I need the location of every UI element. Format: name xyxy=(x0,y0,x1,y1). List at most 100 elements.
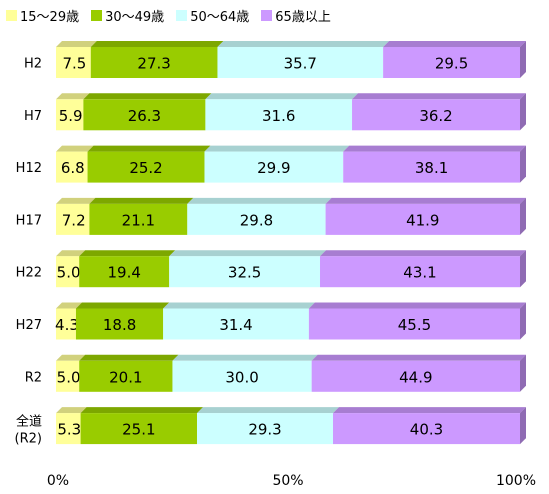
legend-item: 30～49歳 xyxy=(91,6,164,25)
bar-segment xyxy=(79,256,170,288)
bar-segment-top xyxy=(163,302,315,309)
bar-segment xyxy=(217,47,384,78)
bar-segment xyxy=(197,413,334,445)
data-label: 5.9 xyxy=(59,107,83,125)
data-label: 30.0 xyxy=(225,368,258,386)
bar-segment-top xyxy=(80,407,204,414)
data-label: 40.3 xyxy=(410,421,443,439)
data-label: 6.8 xyxy=(61,159,85,177)
bar-segment xyxy=(56,151,88,183)
data-label: 7.2 xyxy=(62,211,86,229)
data-label: 41.9 xyxy=(406,211,439,229)
category-label: H2 xyxy=(24,57,42,72)
bar-side xyxy=(520,250,526,288)
bar-segment-top xyxy=(217,41,390,47)
bar-segment xyxy=(79,360,173,392)
legend-label: 15～29歳 xyxy=(20,9,80,25)
data-label: 27.3 xyxy=(137,55,170,73)
bar-side xyxy=(520,197,526,235)
data-label: 29.5 xyxy=(435,55,468,73)
bar-segment xyxy=(163,308,309,340)
bar-segment xyxy=(325,203,520,235)
data-label: 29.9 xyxy=(257,159,290,177)
legend-swatch xyxy=(6,9,17,21)
legend-swatch xyxy=(261,9,273,21)
bar-side xyxy=(520,41,526,78)
bar-segment-top xyxy=(205,93,359,100)
bar-segment xyxy=(56,256,80,288)
data-label: 29.8 xyxy=(240,211,273,229)
x-tick-label: 50% xyxy=(272,473,303,489)
legend-label: 65歳以上 xyxy=(275,9,331,25)
bar-side xyxy=(520,145,526,183)
bar-segment-top xyxy=(56,250,86,257)
bar-side xyxy=(520,93,526,131)
bar-row: H12 6.8 25.2 29.9 38.1 xyxy=(16,145,526,183)
category-label: (R2) xyxy=(15,432,42,447)
bar-segment xyxy=(311,360,520,392)
bar-segment xyxy=(333,413,520,445)
data-label: 5.0 xyxy=(57,264,81,282)
bar-segment xyxy=(80,413,198,445)
bar-segment xyxy=(172,360,312,392)
bar-segment xyxy=(75,308,164,340)
bar-segment xyxy=(320,256,520,288)
data-label: 31.6 xyxy=(262,107,295,125)
legend-swatch xyxy=(91,9,103,21)
bar-segment-top xyxy=(56,145,94,152)
bar-segment xyxy=(56,203,90,235)
bar-segment-top xyxy=(172,354,318,361)
bar-side xyxy=(520,407,526,445)
chart-legend: 15～29歳 30～49歳 50～64歳 65歳以上 xyxy=(6,2,343,28)
bar-segment xyxy=(383,47,520,78)
bar-row: H22 5.0 19.4 32.5 43.1 xyxy=(16,250,526,288)
x-tick-label: 0% xyxy=(47,473,69,489)
data-label: 44.9 xyxy=(399,368,432,386)
data-label: 5.3 xyxy=(57,421,81,439)
bar-segment xyxy=(205,99,353,131)
data-label: 43.1 xyxy=(403,264,436,282)
legend-item: 15～29歳 xyxy=(6,6,79,25)
bar-segment-top xyxy=(320,250,526,257)
bar-segment-top xyxy=(197,407,340,414)
bar-segment-top xyxy=(343,145,526,152)
data-label: 35.7 xyxy=(284,55,317,73)
data-label: 21.1 xyxy=(122,211,155,229)
data-label: 4.3 xyxy=(55,316,79,334)
bar-segment-top xyxy=(187,197,332,204)
bar-segment-top xyxy=(333,407,526,414)
data-label: 36.2 xyxy=(419,107,452,125)
data-label: 45.5 xyxy=(398,316,431,334)
bar-segment-top xyxy=(56,407,87,414)
bar-segment xyxy=(83,99,206,131)
bar-segment xyxy=(204,151,344,183)
legend-swatch xyxy=(176,9,188,21)
bar-segment xyxy=(308,308,520,340)
bar-side xyxy=(520,354,526,392)
legend-item: 50～64歳 xyxy=(176,6,249,25)
bar-segment xyxy=(56,308,76,340)
bar-segment xyxy=(343,151,520,183)
data-label: 29.3 xyxy=(248,421,281,439)
bar-segment xyxy=(56,99,84,131)
data-label: 5.0 xyxy=(57,368,81,386)
bar-segment xyxy=(90,47,218,78)
data-label: 20.1 xyxy=(109,368,142,386)
bar-segment-top xyxy=(89,197,194,204)
bar-segment-top xyxy=(308,302,526,309)
bar-segment-top xyxy=(79,250,176,257)
bar-segment xyxy=(187,203,326,235)
bar-segment-top xyxy=(204,145,350,152)
category-label: R2 xyxy=(25,370,42,385)
data-label: 25.2 xyxy=(129,159,162,177)
category-label: 全道 xyxy=(16,414,42,430)
bar-row: 全道 (R2) 5.3 25.1 29.3 40.3 xyxy=(15,407,526,447)
category-label: H27 xyxy=(16,318,42,333)
bar-segment-top xyxy=(90,41,224,47)
category-label: H12 xyxy=(16,161,42,176)
bar-segment xyxy=(56,360,80,392)
bar-segment-top xyxy=(56,93,90,100)
bar-segment-top xyxy=(352,93,526,100)
bar-segment-top xyxy=(75,302,170,309)
